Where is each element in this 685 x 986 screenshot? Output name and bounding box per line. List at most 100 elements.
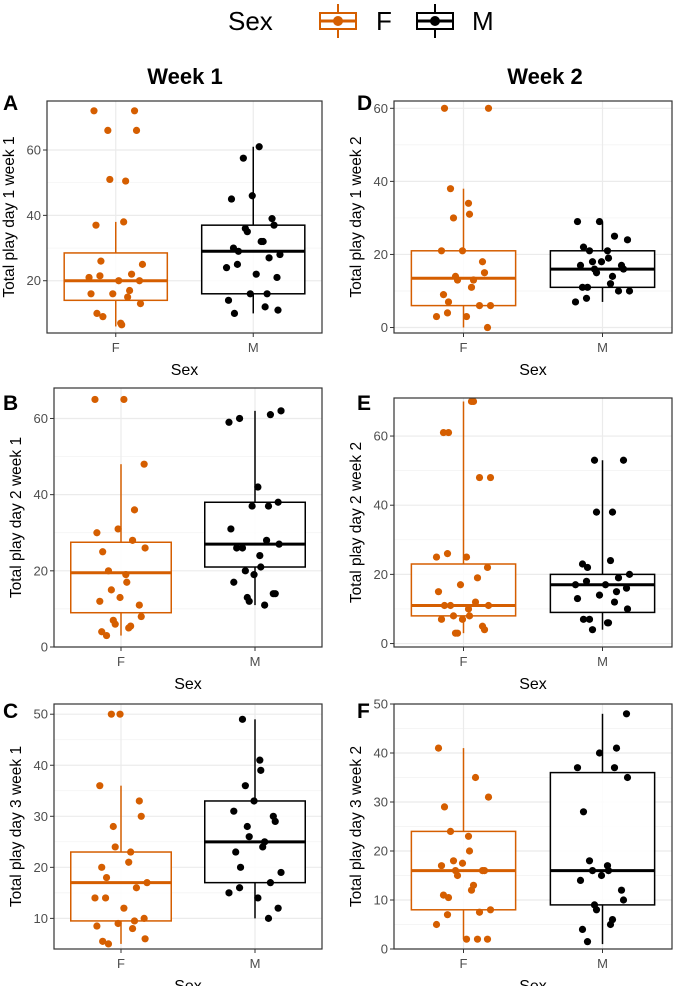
panel-letter: A: [3, 92, 18, 115]
point-m: [608, 272, 617, 280]
point-m: [243, 822, 251, 831]
point-m: [241, 782, 249, 790]
point-m: [270, 221, 278, 229]
point-m: [578, 560, 587, 568]
point-m: [238, 544, 247, 552]
point-f: [453, 276, 462, 284]
point-m: [603, 247, 612, 255]
point-m: [254, 894, 262, 902]
point-f: [432, 553, 441, 561]
point-m: [250, 797, 258, 805]
point-m: [235, 884, 244, 892]
point-m: [604, 619, 613, 627]
point-m: [579, 615, 588, 623]
legend-label-f: F: [376, 6, 392, 36]
point-m: [583, 283, 592, 291]
point-f: [130, 107, 139, 115]
point-f: [125, 286, 134, 295]
point-f: [480, 626, 489, 634]
point-m: [227, 195, 236, 203]
point-m: [246, 290, 254, 298]
point-m: [271, 590, 279, 598]
point-f: [440, 104, 449, 112]
point-f: [111, 843, 119, 851]
point-m: [579, 808, 588, 816]
x-tick-label: M: [597, 340, 608, 355]
point-f: [484, 104, 493, 112]
point-f: [138, 260, 147, 268]
legend: Sex F M: [228, 4, 494, 38]
point-f: [475, 908, 484, 916]
point-m: [623, 773, 632, 782]
point-f: [449, 857, 458, 865]
point-m: [610, 232, 619, 240]
point-f: [143, 879, 151, 887]
point-m: [578, 925, 587, 934]
y-tick-label: 20: [374, 844, 388, 859]
point-f: [120, 218, 128, 226]
point-f: [135, 797, 143, 805]
panel-a: 20 40 60 F M Sex Total play day 1 week 1 A: [1, 92, 323, 379]
point-f: [471, 598, 480, 606]
point-m: [590, 456, 599, 464]
panel-border: [46, 100, 323, 334]
point-m: [588, 867, 597, 875]
point-m: [614, 287, 623, 295]
point-m: [604, 254, 613, 262]
y-tick-label: 0: [381, 636, 388, 651]
point-f: [439, 291, 448, 299]
point-f: [475, 473, 484, 482]
point-m: [595, 591, 604, 599]
point-m: [245, 833, 253, 841]
point-m: [259, 843, 267, 851]
point-f: [98, 863, 106, 871]
column-title-week-2: Week 2: [507, 64, 582, 89]
point-f: [127, 848, 135, 856]
x-tick-label: F: [112, 340, 120, 355]
point-f: [115, 277, 123, 285]
point-m: [619, 265, 628, 273]
x-tick-label: M: [597, 654, 608, 669]
point-f: [458, 247, 467, 255]
point-m: [622, 584, 631, 592]
point-f: [486, 301, 495, 310]
panel-e: 0 20 40 60 F M Sex Total play day 2 week 2 E: [348, 392, 673, 693]
point-m: [619, 456, 628, 464]
point-f: [443, 309, 452, 317]
point-m: [248, 502, 256, 510]
panel-letter: C: [3, 700, 18, 723]
point-f: [90, 107, 98, 115]
point-f: [114, 919, 122, 928]
point-f: [473, 935, 482, 943]
point-m: [617, 886, 626, 894]
legend-key-m: [416, 4, 454, 38]
point-f: [443, 550, 452, 558]
point-m: [573, 217, 582, 226]
point-f: [125, 858, 133, 866]
point-f: [125, 624, 133, 632]
box-f: [70, 851, 172, 922]
point-f: [93, 922, 101, 930]
point-f: [104, 940, 113, 948]
point-m: [243, 228, 251, 236]
point-m: [241, 567, 249, 575]
point-f: [480, 269, 489, 277]
point-m: [571, 581, 580, 589]
point-f: [483, 563, 492, 572]
x-tick-label: M: [250, 956, 261, 971]
point-m: [248, 192, 256, 200]
point-m: [576, 261, 585, 270]
point-m: [257, 563, 265, 571]
point-m: [585, 857, 594, 865]
point-m: [585, 247, 594, 255]
panel-letter: E: [357, 392, 371, 415]
point-f: [99, 548, 107, 556]
point-f: [93, 309, 101, 317]
point-m: [261, 601, 269, 609]
y-tick-label: 20: [374, 247, 388, 262]
point-m: [277, 868, 285, 877]
point-f: [97, 257, 105, 265]
panel-letter: F: [357, 700, 370, 723]
point-f: [444, 298, 453, 306]
point-f: [449, 612, 458, 620]
